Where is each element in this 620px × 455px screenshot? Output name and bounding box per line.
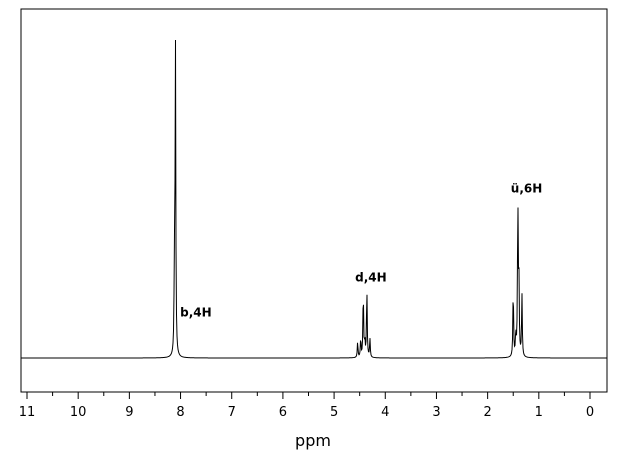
x-axis-title: ppm (295, 431, 331, 450)
x-tick-label: 1 (535, 405, 543, 420)
peak-label: d,4H (355, 271, 387, 285)
x-axis-ticks (26, 392, 591, 399)
x-tick-label: 2 (483, 405, 491, 420)
x-tick-label: 10 (70, 405, 87, 420)
x-tick-label: 7 (228, 405, 236, 420)
x-tick-label: 0 (586, 405, 594, 420)
x-tick-label: 9 (125, 405, 133, 420)
peak-label: b,4H (180, 306, 212, 320)
x-tick-label: 4 (381, 405, 389, 420)
x-tick-label: 5 (330, 405, 338, 420)
peak-labels: b,4H d,4H ü,6H (180, 182, 542, 320)
x-axis-tick-labels: 11 10 9 8 7 6 5 4 3 2 1 0 (19, 405, 594, 420)
x-tick-label: 8 (176, 405, 184, 420)
x-tick-label: 3 (432, 405, 440, 420)
x-tick-label: 6 (279, 405, 287, 420)
peak-label: ü,6H (511, 182, 543, 196)
x-tick-label: 11 (19, 405, 36, 420)
plot-frame (20, 8, 608, 393)
spectrum-trace (21, 39, 607, 359)
